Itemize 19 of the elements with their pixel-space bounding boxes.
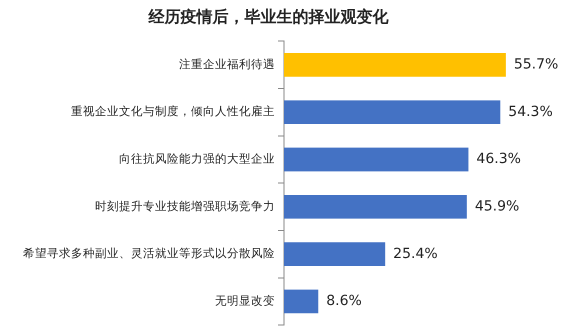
y-tick-label: 时刻提升专业技能增强职场竞争力: [95, 198, 275, 213]
bar: [284, 290, 318, 314]
data-label: 54.3%: [508, 104, 553, 120]
data-label: 55.7%: [514, 56, 558, 72]
bar: [284, 242, 386, 266]
bar: [284, 53, 506, 77]
data-label: 45.9%: [474, 198, 520, 214]
y-tick-label: 无明显改变: [215, 293, 275, 308]
y-tick-label: 重视企业文化与制度，倾向人性化雇主: [71, 104, 275, 118]
bar: [284, 100, 500, 124]
data-label: 25.4%: [393, 246, 438, 262]
chart-title: 经历疫情后，毕业生的择业观变化: [148, 6, 390, 26]
y-tick-label: 注重企业福利待遇: [179, 56, 275, 71]
data-label: 8.6%: [326, 293, 362, 310]
bar: [284, 194, 467, 219]
bar: [284, 148, 468, 172]
data-label: 46.3%: [476, 151, 521, 168]
y-tick-label: 希望寻求多种副业、灵活就业等形式以分散风险: [23, 246, 275, 260]
y-tick-label: 向往抗风险能力强的大型企业: [119, 151, 275, 166]
